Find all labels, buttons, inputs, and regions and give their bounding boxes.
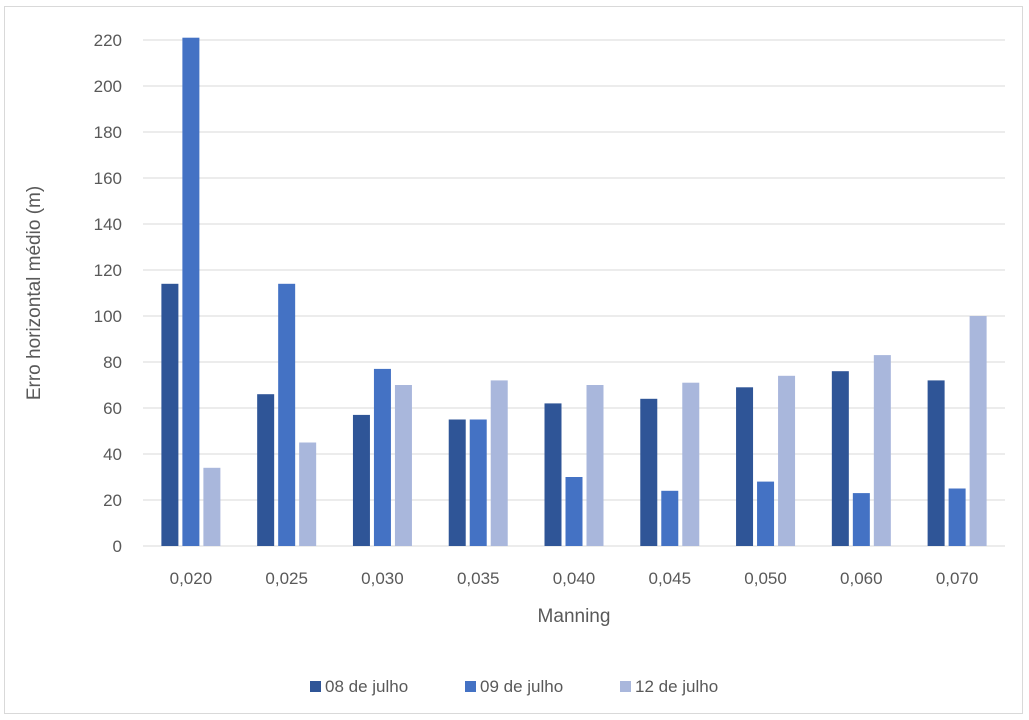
bar-08-de-julho-0,045 bbox=[640, 398, 658, 546]
x-tick-label: 0,045 bbox=[649, 569, 692, 588]
bar-12-de-julho-0,070 bbox=[969, 316, 987, 546]
legend-swatch bbox=[465, 681, 476, 692]
y-tick-label: 120 bbox=[94, 261, 122, 280]
bar-09-de-julho-0,040 bbox=[565, 477, 583, 546]
bar-12-de-julho-0,045 bbox=[682, 382, 700, 546]
y-tick-label: 180 bbox=[94, 123, 122, 142]
x-tick-label: 0,050 bbox=[744, 569, 787, 588]
x-tick-label: 0,040 bbox=[553, 569, 596, 588]
bar-12-de-julho-0,035 bbox=[490, 380, 508, 546]
bar-12-de-julho-0,020 bbox=[203, 467, 221, 546]
bar-12-de-julho-0,050 bbox=[778, 375, 796, 546]
legend: 08 de julho 09 de julho 12 de julho bbox=[310, 677, 718, 696]
y-tick-label: 220 bbox=[94, 31, 122, 50]
bar-12-de-julho-0,030 bbox=[394, 385, 412, 546]
y-tick-labels: 0 20 40 60 80 100 120 140 160 180 200 220 bbox=[94, 31, 122, 556]
y-tick-label: 20 bbox=[103, 491, 122, 510]
x-tick-label: 0,035 bbox=[457, 569, 500, 588]
bar-08-de-julho-0,030 bbox=[352, 414, 370, 546]
bar-08-de-julho-0,020 bbox=[161, 283, 179, 546]
bar-08-de-julho-0,040 bbox=[544, 403, 562, 546]
bar-09-de-julho-0,025 bbox=[278, 283, 296, 546]
bar-09-de-julho-0,050 bbox=[757, 481, 775, 546]
y-tick-label: 200 bbox=[94, 77, 122, 96]
bars bbox=[161, 37, 987, 546]
bar-09-de-julho-0,045 bbox=[661, 490, 679, 546]
x-tick-labels: 0,020 0,025 0,030 0,035 0,040 0,045 0,050 0,060… bbox=[170, 569, 979, 588]
x-tick-label: 0,030 bbox=[361, 569, 404, 588]
legend-swatch bbox=[620, 681, 631, 692]
y-tick-label: 100 bbox=[94, 307, 122, 326]
y-tick-label: 40 bbox=[103, 445, 122, 464]
bar-09-de-julho-0,020 bbox=[182, 37, 200, 546]
bar-09-de-julho-0,070 bbox=[948, 488, 966, 546]
bar-09-de-julho-0,060 bbox=[852, 493, 870, 546]
bar-08-de-julho-0,070 bbox=[927, 380, 945, 546]
x-tick-label: 0,025 bbox=[265, 569, 308, 588]
x-tick-label: 0,060 bbox=[840, 569, 883, 588]
bar-09-de-julho-0,035 bbox=[469, 419, 487, 546]
y-tick-label: 0 bbox=[113, 537, 122, 556]
y-axis-label: Erro horizontal médio (m) bbox=[24, 186, 45, 400]
y-tick-label: 140 bbox=[94, 215, 122, 234]
legend-label: 08 de julho bbox=[325, 677, 408, 696]
legend-label: 12 de julho bbox=[635, 677, 718, 696]
y-tick-label: 80 bbox=[103, 353, 122, 372]
bar-08-de-julho-0,035 bbox=[448, 419, 466, 546]
bar-08-de-julho-0,060 bbox=[831, 371, 849, 546]
legend-label: 09 de julho bbox=[480, 677, 563, 696]
bar-12-de-julho-0,040 bbox=[586, 385, 604, 546]
x-axis-label: Manning bbox=[538, 606, 611, 627]
x-tick-label: 0,070 bbox=[936, 569, 979, 588]
bar-08-de-julho-0,025 bbox=[257, 394, 275, 546]
x-tick-label: 0,020 bbox=[170, 569, 213, 588]
y-tick-label: 160 bbox=[94, 169, 122, 188]
bar-09-de-julho-0,030 bbox=[373, 368, 391, 546]
bar-12-de-julho-0,060 bbox=[873, 355, 891, 546]
bar-08-de-julho-0,050 bbox=[736, 387, 754, 546]
bar-12-de-julho-0,025 bbox=[299, 442, 317, 546]
y-tick-label: 60 bbox=[103, 399, 122, 418]
legend-swatch bbox=[310, 681, 321, 692]
